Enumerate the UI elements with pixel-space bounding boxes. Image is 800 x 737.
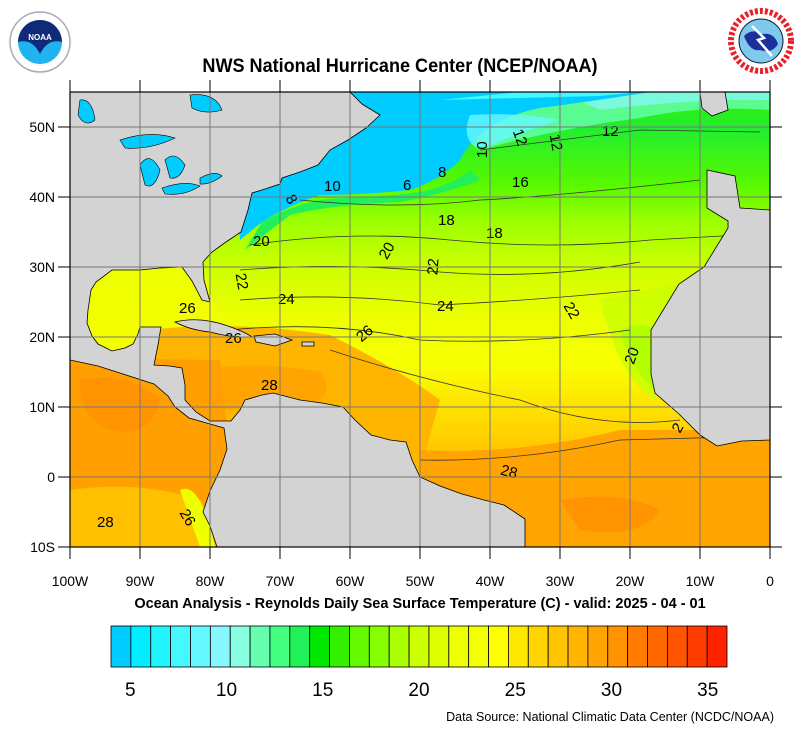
contour-label: 20 — [621, 345, 643, 366]
data-source: Data Source: National Climatic Data Cent… — [446, 710, 774, 724]
noaa-logo: NOAA — [9, 11, 71, 73]
colorbar-label: 10 — [216, 680, 237, 701]
colorbar-cell — [448, 625, 470, 668]
colorbar-cell — [170, 625, 191, 668]
contour-label: 26 — [179, 300, 196, 317]
colorbar-label: 5 — [125, 680, 136, 701]
colorbar-cell — [229, 625, 251, 668]
contour-label: 24 — [437, 298, 454, 315]
colorbar-cell — [627, 625, 648, 668]
contour-label: 18 — [486, 225, 503, 242]
lon-label: 0 — [766, 573, 774, 589]
contour-label: 12 — [602, 123, 619, 140]
colorbar-cell — [190, 625, 211, 668]
lon-label: 10W — [686, 573, 716, 589]
noaa-logo-text: NOAA — [28, 33, 52, 42]
colorbar-cell — [647, 625, 668, 668]
colorbar-label: 35 — [697, 680, 718, 701]
colorbar-cell — [368, 625, 390, 668]
colorbar-cell — [269, 625, 291, 668]
contour-labels: 12 12 12 10 16 8 6 10 8 18 18 20 20 22 2… — [97, 123, 687, 531]
contour-label: 26 — [225, 330, 242, 347]
contour-label: 18 — [438, 212, 455, 229]
contour-label: 22 — [560, 299, 583, 322]
colorbar: 5 10 15 20 25 30 35 — [110, 625, 728, 701]
contour-label: 24 — [278, 291, 295, 308]
colorbar-cell — [209, 625, 231, 668]
colorbar-cell — [408, 625, 430, 668]
page-title: NWS National Hurricane Center (NCEP/NOAA… — [202, 56, 598, 77]
colorbar-cell — [150, 625, 172, 668]
axis-ticks — [58, 80, 782, 559]
contour-label: 28 — [261, 377, 278, 394]
lat-label: 50N — [29, 119, 55, 135]
europe-africa — [650, 92, 770, 447]
lat-label: 40N — [29, 189, 55, 205]
colorbar-cell — [607, 625, 629, 668]
lon-label: 40W — [476, 573, 506, 589]
lon-label: 50W — [406, 573, 436, 589]
lon-label: 60W — [336, 573, 366, 589]
colorbar-cell — [686, 625, 708, 668]
lat-axis: 50N 40N 30N 20N 10N 0 10S — [29, 119, 55, 555]
colorbar-cell — [547, 625, 569, 668]
lon-label: 70W — [266, 573, 296, 589]
colorbar-label: 25 — [505, 680, 526, 701]
colorbar-cell — [289, 625, 311, 668]
colorbar-cell — [110, 625, 132, 668]
puerto-rico — [301, 341, 315, 347]
contour-label: 6 — [403, 177, 411, 194]
contour-label: 12 — [509, 127, 531, 148]
colorbar-cell — [428, 625, 450, 668]
colorbar-cell — [309, 625, 330, 668]
british-isles — [699, 92, 729, 117]
contour-label: 26 — [176, 506, 199, 529]
colorbar-cell — [130, 625, 152, 668]
sst-map: 12 12 12 10 16 8 6 10 8 18 18 20 20 22 2… — [29, 80, 782, 589]
contour-label: 8 — [438, 164, 446, 181]
colorbar-cell — [706, 625, 728, 668]
colorbar-cell — [249, 625, 271, 668]
contour-label: 10 — [474, 141, 491, 158]
lon-label: 90W — [126, 573, 156, 589]
land-masses — [70, 92, 770, 547]
colorbar-cell — [587, 625, 609, 668]
lon-axis: 100W 90W 80W 70W 60W 50W 40W 30W 20W 10W 0 — [52, 573, 774, 589]
lat-label: 20N — [29, 329, 55, 345]
lat-label: 30N — [29, 259, 55, 275]
colorbar-cell — [508, 625, 529, 668]
lon-label: 100W — [52, 573, 89, 589]
contour-label: 12 — [546, 133, 566, 152]
map-subtitle: Ocean Analysis - Reynolds Daily Sea Surf… — [134, 596, 706, 612]
colorbar-label: 20 — [408, 680, 429, 701]
lon-label: 80W — [196, 573, 226, 589]
contour-label: 28 — [97, 514, 114, 531]
contour-label: 20 — [253, 233, 270, 250]
colorbar-cell — [488, 625, 509, 668]
colorbar-cell — [666, 625, 688, 668]
contour-label: 16 — [512, 174, 529, 191]
contour-label: 20 — [376, 239, 399, 262]
graticule — [70, 92, 770, 547]
contour-label: 22 — [232, 272, 252, 291]
lon-label: 20W — [616, 573, 646, 589]
colorbar-cell — [349, 625, 370, 668]
colorbar-cell — [329, 625, 350, 668]
colorbar-cell — [468, 625, 489, 668]
colorbar-cell — [567, 625, 589, 668]
lat-label: 10N — [29, 399, 55, 415]
colorbar-label: 30 — [601, 680, 622, 701]
nws-logo — [728, 8, 794, 74]
lakes — [77, 94, 223, 195]
lat-label: 10S — [30, 539, 55, 555]
north-america — [70, 92, 526, 547]
lat-label: 0 — [47, 469, 55, 485]
colorbar-cell — [527, 625, 549, 668]
colorbar-label: 15 — [312, 680, 333, 701]
lon-label: 30W — [546, 573, 576, 589]
contour-label: 10 — [324, 178, 341, 195]
colorbar-cell — [388, 625, 410, 668]
